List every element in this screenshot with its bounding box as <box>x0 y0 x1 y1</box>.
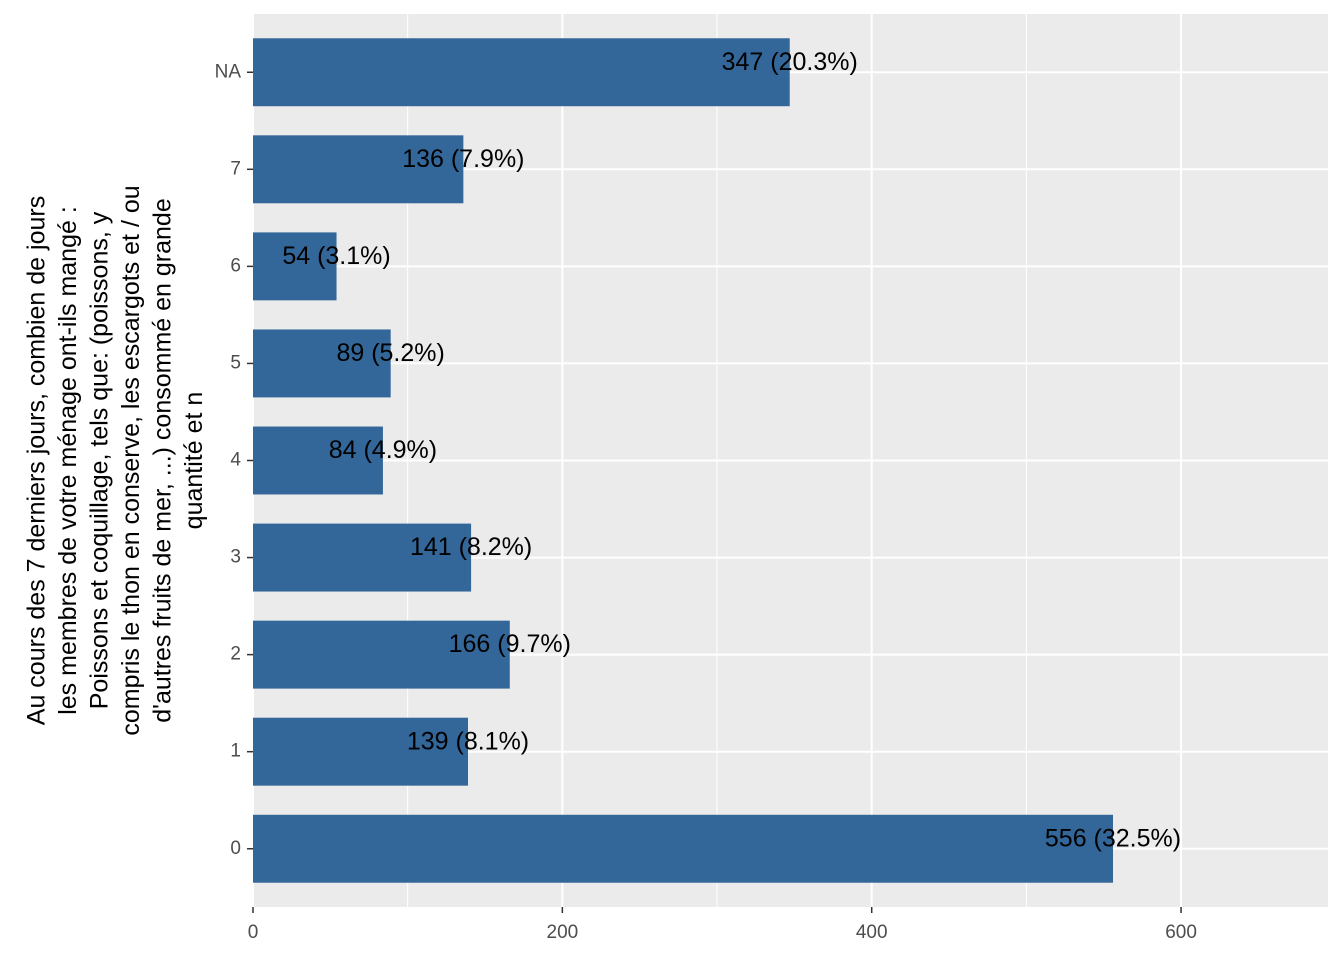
bar-6 <box>253 232 337 301</box>
bar-3 <box>253 523 472 592</box>
data-label: 347 (20.3%) <box>722 48 858 76</box>
data-label: 84 (4.9%) <box>329 436 437 464</box>
y-axis-title-line: compris le thon en conserve, les escargo… <box>117 185 145 735</box>
y-tick-label: 5 <box>230 352 241 373</box>
bar-5 <box>253 329 391 398</box>
y-tick-label: 3 <box>230 547 241 568</box>
y-axis-title-line: les membres de votre ménage ont-ils mang… <box>54 206 82 715</box>
y-axis-title-line: d'autres fruits de mer, ...) consommé en… <box>149 198 177 722</box>
y-axis-title: Au cours des 7 derniers jours, combien d… <box>23 185 209 735</box>
x-axis: 0 200 400 600 <box>248 907 1197 943</box>
y-tick-label: 2 <box>230 644 241 665</box>
y-axis-title-text: Au cours des 7 derniers jours, combien d… <box>23 185 209 735</box>
data-label: 89 (5.2%) <box>336 339 444 367</box>
data-label: 136 (7.9%) <box>402 145 524 173</box>
bars <box>253 38 1113 883</box>
y-tick-label: 6 <box>230 255 241 276</box>
bar-1 <box>253 717 468 786</box>
data-label: 54 (3.1%) <box>282 242 390 270</box>
data-label: 556 (32.5%) <box>1045 824 1181 852</box>
x-tick-label: 0 <box>248 922 259 943</box>
y-tick-label: 4 <box>230 450 241 471</box>
x-tick-label: 200 <box>547 922 579 943</box>
data-label: 139 (8.1%) <box>407 727 529 755</box>
y-tick-label: 0 <box>230 838 241 859</box>
y-axis-title-line: Au cours des 7 derniers jours, combien d… <box>23 196 51 725</box>
x-tick-label: 400 <box>856 922 888 943</box>
bar-na <box>253 38 790 107</box>
y-tick-label: 7 <box>230 158 241 179</box>
y-axis-title-line: Poissons et coquillage, tels que: (poiss… <box>86 211 114 709</box>
bar-0 <box>253 814 1113 883</box>
data-labels: 556 (32.5%) 139 (8.1%) 166 (9.7%) 141 (8.2%… <box>282 48 1181 853</box>
y-axis: 0 1 2 3 4 5 6 7 NA <box>215 61 253 859</box>
y-axis-title-line: quantité et n <box>180 392 208 530</box>
y-tick-label: NA <box>215 61 242 82</box>
y-tick-label: 1 <box>230 741 241 762</box>
bar-7 <box>253 135 464 204</box>
data-label: 141 (8.2%) <box>410 533 532 561</box>
bar-2 <box>253 620 510 689</box>
x-tick-label: 600 <box>1165 922 1197 943</box>
bar-4 <box>253 426 383 495</box>
data-label: 166 (9.7%) <box>449 630 571 658</box>
